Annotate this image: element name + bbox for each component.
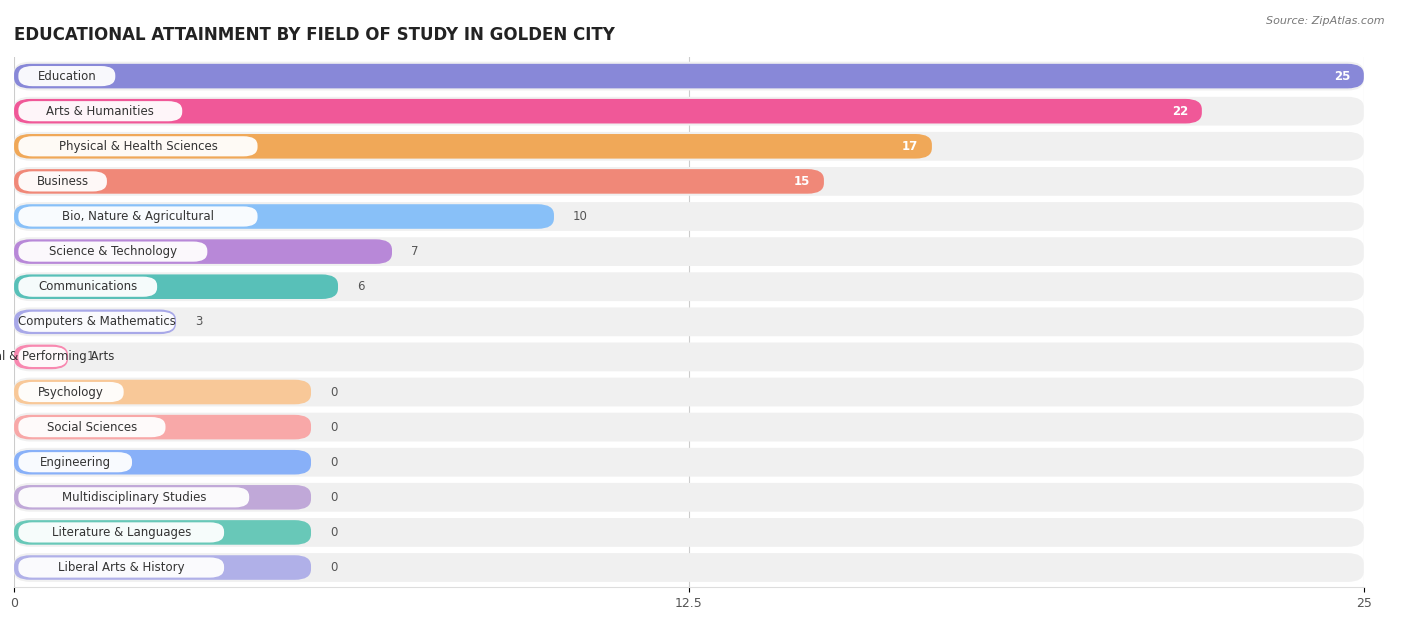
- FancyBboxPatch shape: [14, 62, 1364, 90]
- Text: 7: 7: [411, 245, 419, 258]
- Text: 0: 0: [330, 421, 337, 433]
- FancyBboxPatch shape: [18, 66, 115, 86]
- FancyBboxPatch shape: [14, 555, 311, 580]
- Text: 0: 0: [330, 456, 337, 469]
- Text: Business: Business: [37, 175, 89, 188]
- Text: EDUCATIONAL ATTAINMENT BY FIELD OF STUDY IN GOLDEN CITY: EDUCATIONAL ATTAINMENT BY FIELD OF STUDY…: [14, 26, 614, 44]
- FancyBboxPatch shape: [14, 485, 311, 510]
- FancyBboxPatch shape: [14, 380, 311, 404]
- Text: 0: 0: [330, 491, 337, 504]
- FancyBboxPatch shape: [18, 347, 67, 367]
- Text: Bio, Nature & Agricultural: Bio, Nature & Agricultural: [62, 210, 214, 223]
- FancyBboxPatch shape: [14, 237, 1364, 266]
- Text: Psychology: Psychology: [38, 386, 104, 399]
- FancyBboxPatch shape: [14, 132, 1364, 161]
- FancyBboxPatch shape: [14, 97, 1364, 126]
- FancyBboxPatch shape: [14, 518, 1364, 547]
- FancyBboxPatch shape: [18, 172, 107, 191]
- FancyBboxPatch shape: [14, 167, 1364, 196]
- FancyBboxPatch shape: [18, 136, 257, 156]
- FancyBboxPatch shape: [14, 307, 1364, 336]
- Text: Multidisciplinary Studies: Multidisciplinary Studies: [62, 491, 207, 504]
- FancyBboxPatch shape: [14, 345, 67, 369]
- FancyBboxPatch shape: [14, 239, 392, 264]
- Text: Engineering: Engineering: [39, 456, 111, 469]
- Text: Visual & Performing Arts: Visual & Performing Arts: [0, 350, 115, 363]
- FancyBboxPatch shape: [18, 487, 249, 507]
- FancyBboxPatch shape: [14, 343, 1364, 371]
- FancyBboxPatch shape: [14, 483, 1364, 512]
- Text: 22: 22: [1173, 105, 1188, 118]
- FancyBboxPatch shape: [14, 202, 1364, 231]
- FancyBboxPatch shape: [14, 99, 1202, 124]
- FancyBboxPatch shape: [14, 415, 311, 439]
- FancyBboxPatch shape: [18, 276, 157, 297]
- FancyBboxPatch shape: [18, 557, 224, 577]
- FancyBboxPatch shape: [18, 452, 132, 472]
- FancyBboxPatch shape: [18, 101, 183, 121]
- FancyBboxPatch shape: [14, 553, 1364, 582]
- FancyBboxPatch shape: [14, 413, 1364, 442]
- FancyBboxPatch shape: [14, 520, 311, 545]
- FancyBboxPatch shape: [14, 377, 1364, 406]
- Text: 0: 0: [330, 561, 337, 574]
- FancyBboxPatch shape: [14, 169, 824, 194]
- FancyBboxPatch shape: [14, 448, 1364, 476]
- Text: Science & Technology: Science & Technology: [49, 245, 177, 258]
- FancyBboxPatch shape: [18, 206, 257, 227]
- FancyBboxPatch shape: [18, 242, 207, 262]
- Text: Education: Education: [38, 69, 96, 83]
- Text: Liberal Arts & History: Liberal Arts & History: [58, 561, 184, 574]
- Text: 3: 3: [195, 316, 202, 328]
- FancyBboxPatch shape: [14, 274, 337, 299]
- Text: 1: 1: [87, 350, 94, 363]
- FancyBboxPatch shape: [18, 312, 174, 332]
- Text: Computers & Mathematics: Computers & Mathematics: [18, 316, 176, 328]
- Text: Literature & Languages: Literature & Languages: [52, 526, 191, 539]
- FancyBboxPatch shape: [14, 273, 1364, 301]
- Text: Physical & Health Sciences: Physical & Health Sciences: [59, 140, 218, 153]
- FancyBboxPatch shape: [14, 450, 311, 475]
- FancyBboxPatch shape: [14, 310, 176, 334]
- Text: 15: 15: [794, 175, 810, 188]
- FancyBboxPatch shape: [14, 64, 1364, 88]
- Text: 10: 10: [572, 210, 588, 223]
- Text: 0: 0: [330, 386, 337, 399]
- Text: Arts & Humanities: Arts & Humanities: [46, 105, 155, 118]
- FancyBboxPatch shape: [14, 204, 554, 229]
- Text: 0: 0: [330, 526, 337, 539]
- Text: 25: 25: [1334, 69, 1350, 83]
- FancyBboxPatch shape: [18, 382, 124, 402]
- Text: Social Sciences: Social Sciences: [46, 421, 136, 433]
- FancyBboxPatch shape: [14, 134, 932, 158]
- Text: 6: 6: [357, 280, 364, 293]
- Text: Source: ZipAtlas.com: Source: ZipAtlas.com: [1267, 16, 1385, 26]
- FancyBboxPatch shape: [18, 522, 224, 543]
- FancyBboxPatch shape: [18, 417, 166, 437]
- Text: Communications: Communications: [38, 280, 138, 293]
- Text: 17: 17: [903, 140, 918, 153]
